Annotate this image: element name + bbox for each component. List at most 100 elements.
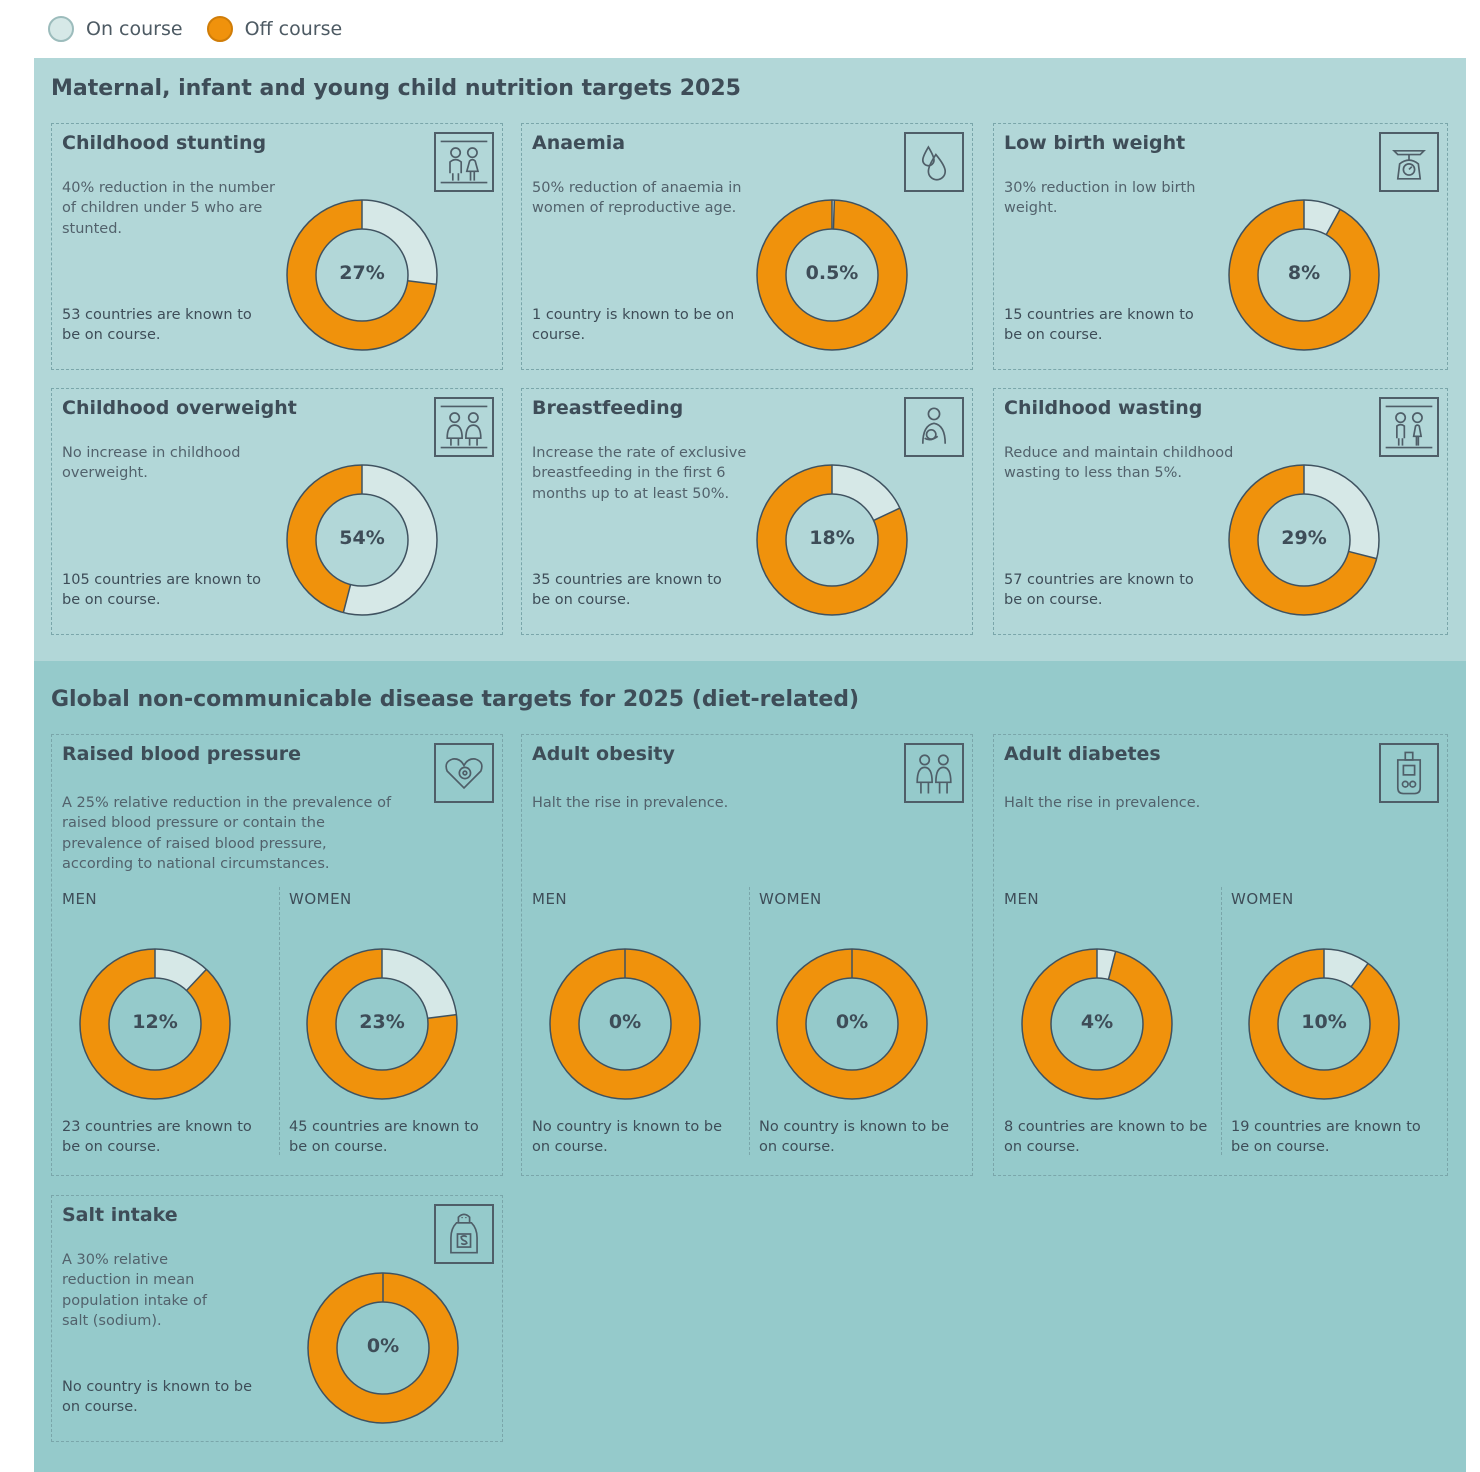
donut-value-label: 27% [339, 262, 385, 284]
children-icon [1379, 397, 1439, 457]
legend-label: Off course [244, 18, 343, 40]
donut-svg [1228, 199, 1380, 351]
donut-svg [307, 1272, 459, 1424]
donut-svg [79, 948, 231, 1100]
donut-value-label: 0% [366, 1335, 400, 1357]
card-childhood-wasting: Childhood wasting Reduce and maintain ch… [993, 388, 1448, 635]
donut-svg [286, 199, 438, 351]
card-status: 1 country is known to be on course. [532, 307, 735, 344]
donut-chart: 0% [775, 947, 929, 1101]
card-status: 8 countries are known to be on course. [1004, 1119, 1208, 1156]
donut-chart: 23% [305, 947, 459, 1101]
panel-women: WOMEN 0% No country is known to be on co… [749, 735, 974, 1175]
donut-value-label: 0.5% [805, 262, 859, 284]
on-course-arc [155, 949, 207, 991]
donut-chart: 18% [755, 463, 909, 617]
donut-chart: 29% [1227, 463, 1381, 617]
mother-baby-icon [904, 397, 964, 457]
segment-divider [407, 280, 437, 286]
donut-value-label: 8% [1287, 262, 1321, 284]
donut-chart: 0% [306, 1271, 460, 1425]
donut-svg [306, 948, 458, 1100]
donut-svg [1248, 948, 1400, 1100]
panel-label: WOMEN [1231, 890, 1294, 908]
donut-value-label: 23% [359, 1011, 405, 1033]
segment-divider [185, 968, 207, 991]
section-title: Maternal, infant and young child nutriti… [51, 76, 741, 101]
donut-value-label: 0% [608, 1011, 642, 1033]
segment-divider [342, 584, 352, 613]
card-title: Anaemia [532, 132, 626, 154]
donut-svg [756, 464, 908, 616]
panel-men: MEN 12% 23 countries are known to be on … [52, 735, 277, 1175]
children-icon [434, 397, 494, 457]
donut-svg [286, 464, 438, 616]
card-status: 19 countries are known to be on course. [1231, 1119, 1421, 1156]
card-childhood-overweight: Childhood overweight No increase in chil… [51, 388, 503, 635]
donut-chart: 0.5% [755, 198, 909, 352]
segment-divider [873, 507, 901, 522]
card-adult-obesity: Adult obesity Halt the rise in prevalenc… [521, 734, 973, 1176]
donut-svg [1021, 948, 1173, 1100]
panel-women: WOMEN 10% 19 countries are known to be o… [1221, 735, 1446, 1175]
ncd-targets-section: Global non-communicable disease targets … [34, 661, 1466, 1472]
panel-label: MEN [532, 890, 568, 908]
card-description: 30% reduction in low birth weight. [1004, 180, 1196, 217]
card-status: 15 countries are known to be on course. [1004, 307, 1194, 344]
card-description: Increase the rate of exclusive breastfee… [532, 445, 747, 502]
panel-label: WOMEN [289, 890, 352, 908]
card-raised-blood-pressure: Raised blood pressure A 25% relative red… [51, 734, 503, 1176]
card-description: Reduce and maintain childhood wasting to… [1004, 445, 1234, 482]
on-course-arc [1304, 200, 1341, 235]
donut-svg [776, 948, 928, 1100]
card-title: Low birth weight [1004, 132, 1186, 154]
glucose-meter-icon [1379, 743, 1439, 803]
card-title: Childhood overweight [62, 397, 297, 419]
scale-icon [1379, 132, 1439, 192]
legend-label: On course [86, 18, 183, 40]
panel-men: MEN 0% No country is known to be on cour… [522, 735, 747, 1175]
donut-value-label: 29% [1281, 527, 1327, 549]
card-description: Halt the rise in prevalence. [532, 795, 729, 811]
card-status: 45 countries are known to be on course. [289, 1119, 479, 1156]
segment-divider [427, 1013, 457, 1019]
card-childhood-stunting: Childhood stunting 40% reduction in the … [51, 123, 503, 370]
donut-chart: 4% [1020, 947, 1174, 1101]
card-title: Childhood stunting [62, 132, 267, 154]
children-icon [434, 132, 494, 192]
card-description: Halt the rise in prevalence. [1004, 795, 1201, 811]
card-status: 35 countries are known to be on course. [532, 572, 722, 609]
on-course-arc [832, 465, 900, 521]
segment-divider [1107, 951, 1117, 980]
card-status: No country is known to be on course. [532, 1119, 722, 1156]
section-title: Global non-communicable disease targets … [51, 687, 860, 712]
off-course-swatch [206, 16, 233, 42]
donut-chart: 8% [1227, 198, 1381, 352]
panel-label: MEN [62, 890, 98, 908]
donut-svg [1228, 464, 1380, 616]
card-status: 105 countries are known to be on course. [62, 572, 261, 609]
nutrition-targets-section: Maternal, infant and young child nutriti… [34, 58, 1466, 661]
panel-men: MEN 4% 8 countries are known to be on co… [994, 735, 1219, 1175]
card-description: 40% reduction in the number of children … [62, 180, 275, 237]
segment-divider [1350, 962, 1369, 988]
card-salt-intake: Salt intake A 30% relative reduction in … [51, 1195, 503, 1442]
donut-value-label: 4% [1080, 1011, 1114, 1033]
card-title: Salt intake [62, 1204, 178, 1226]
segment-divider [832, 200, 836, 230]
donut-chart: 27% [285, 198, 439, 352]
donut-value-label: 10% [1301, 1011, 1347, 1033]
donut-chart: 54% [285, 463, 439, 617]
card-title: Raised blood pressure [62, 743, 302, 765]
on-course-swatch [48, 16, 74, 42]
donut-svg [756, 199, 908, 351]
card-status: No country is known to be on course. [62, 1379, 252, 1416]
card-low-birth-weight: Low birth weight 30% reduction in low bi… [993, 123, 1448, 370]
heart-icon [434, 743, 494, 803]
donut-value-label: 18% [809, 527, 855, 549]
card-status: 57 countries are known to be on course. [1004, 572, 1194, 609]
on-course-arc [1097, 949, 1116, 980]
segment-divider [1325, 208, 1341, 236]
adults-icon [904, 743, 964, 803]
panel-divider [279, 887, 280, 1155]
